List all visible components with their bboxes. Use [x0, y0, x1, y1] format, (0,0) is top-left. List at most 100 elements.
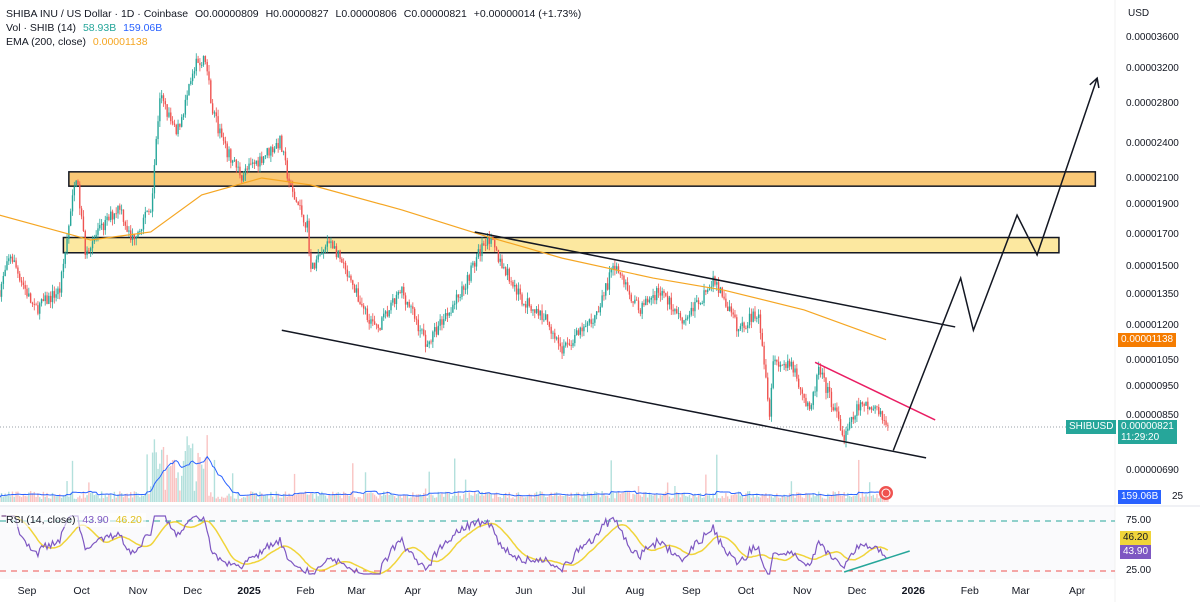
- candle-body: [801, 389, 804, 394]
- volume-bar: [412, 492, 414, 502]
- candle-body: [157, 121, 159, 139]
- candle-body: [517, 288, 520, 295]
- volume-ma-value: 159.06B: [123, 22, 163, 34]
- volume-bar: [281, 497, 283, 502]
- volume-bar: [195, 481, 197, 502]
- candle-body: [757, 314, 760, 318]
- candle-body: [115, 213, 117, 215]
- volume-bar: [736, 494, 738, 502]
- volume-bar: [519, 495, 521, 502]
- volume-bar: [261, 493, 263, 502]
- volume-bar: [40, 498, 43, 502]
- candle-body: [126, 225, 128, 232]
- volume-bar: [823, 498, 825, 502]
- volume-bar: [204, 457, 207, 502]
- volume-ma-line: [0, 455, 888, 498]
- volume-bar: [13, 496, 15, 502]
- candle-body: [639, 310, 642, 314]
- candle-body: [765, 364, 767, 378]
- volume-bar: [541, 491, 543, 502]
- candle-body: [277, 142, 279, 149]
- volume-bar: [319, 493, 321, 502]
- candle-body: [171, 121, 174, 124]
- volume-bar: [747, 491, 749, 502]
- candle-body: [745, 327, 747, 329]
- volume-bar: [614, 498, 616, 502]
- volume-bar: [459, 495, 461, 502]
- volume-bar: [326, 498, 328, 502]
- rsi-legend[interactable]: RSI (14, close) 43.90 46.20: [6, 513, 146, 527]
- volume-bar: [843, 492, 845, 502]
- volume-bar: [230, 496, 232, 502]
- candle-body: [275, 142, 278, 149]
- volume-bar: [797, 492, 800, 502]
- candle-body: [321, 252, 323, 255]
- candle-body: [603, 295, 605, 297]
- volume-bar: [526, 496, 529, 502]
- time-tick-label: Nov: [128, 585, 148, 597]
- volume-bar: [275, 491, 278, 502]
- volume-bar: [242, 497, 245, 502]
- candle-body: [546, 314, 549, 322]
- volume-bar: [44, 496, 46, 502]
- volume-legend[interactable]: Vol · SHIB (14) 58.93B 159.06B: [6, 21, 166, 35]
- volume-bar: [581, 494, 583, 502]
- candle-body: [248, 163, 250, 170]
- volume-bar: [237, 493, 239, 502]
- volume-bar: [350, 492, 352, 502]
- candle-body: [448, 312, 450, 316]
- volume-bar: [497, 497, 500, 502]
- candle-body: [717, 282, 720, 294]
- volume-bar: [550, 492, 552, 502]
- candle-body: [42, 299, 45, 302]
- time-tick-label: Jun: [515, 585, 533, 597]
- candle-body: [353, 284, 356, 293]
- candle-body: [637, 300, 640, 311]
- volume-bar: [88, 482, 90, 502]
- volume-bar: [419, 494, 421, 502]
- volume-bar: [870, 495, 873, 502]
- candle-body: [557, 337, 560, 344]
- volume-bar: [397, 495, 399, 502]
- candle-body: [504, 267, 507, 276]
- volume-bar: [630, 498, 632, 502]
- volume-bar: [685, 495, 687, 502]
- volume-bar: [131, 497, 134, 502]
- candle-body: [79, 184, 81, 209]
- volume-bar: [355, 498, 358, 502]
- volume-bar: [514, 498, 516, 502]
- candle-body: [543, 319, 545, 321]
- volume-bar: [619, 493, 622, 502]
- volume-bar: [506, 497, 509, 502]
- symbol-title[interactable]: SHIBA INU / US Dollar · 1D · Coinbase: [6, 8, 189, 20]
- price-tick-label: 0.00002100: [1126, 173, 1179, 185]
- candle-body: [95, 234, 97, 238]
- volume-bar: [19, 496, 21, 502]
- candle-body: [239, 166, 241, 176]
- volume-bar: [190, 448, 192, 502]
- volume-bar: [415, 494, 418, 502]
- candle-body: [91, 241, 94, 249]
- candle-body: [514, 284, 516, 287]
- volume-bar: [708, 495, 711, 502]
- candle-body: [222, 137, 225, 141]
- volume-bar: [603, 492, 605, 502]
- candle-body: [377, 324, 379, 328]
- volume-bar: [342, 491, 345, 502]
- volume-label: Vol · SHIB (14): [6, 22, 77, 34]
- candle-body: [696, 300, 698, 302]
- candle-body: [279, 135, 281, 149]
- candle-body: [452, 304, 454, 313]
- ema-legend[interactable]: EMA (200, close) 0.00001138: [6, 35, 152, 49]
- volume-bar: [461, 498, 463, 502]
- volume-bar: [348, 496, 350, 502]
- volume-bar: [73, 498, 76, 502]
- volume-bar: [392, 495, 394, 502]
- candle-body: [197, 58, 199, 63]
- candle-body: [9, 256, 12, 259]
- volume-bar: [646, 497, 649, 502]
- volume-bar: [86, 495, 88, 502]
- volume-bar: [535, 491, 538, 502]
- candle-body: [181, 117, 183, 127]
